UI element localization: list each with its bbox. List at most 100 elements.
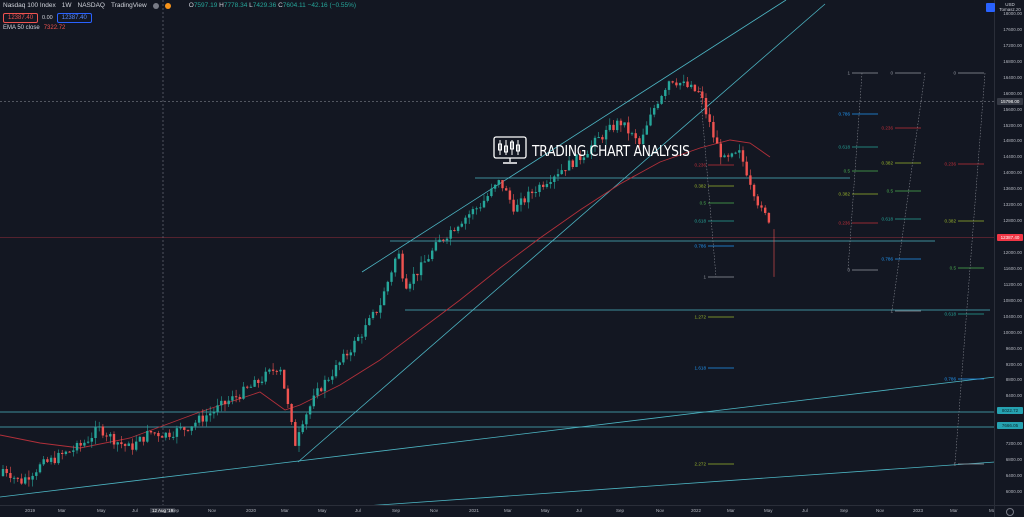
settings-button[interactable] [986, 3, 995, 12]
time-tick: Jul [802, 508, 808, 513]
price-tick: 9200.00 [1005, 361, 1022, 367]
svg-text:0: 0 [890, 71, 893, 76]
price-tick: 8800.00 [1005, 377, 1022, 383]
time-tick: 12 Aug '19 [150, 508, 176, 513]
price-axis[interactable]: USD Tomasz.z0 18000.00 17600.00 17200.00 168… [994, 0, 1024, 506]
time-tick: Mar [281, 508, 289, 513]
time-tick: Sep [171, 508, 180, 513]
interval[interactable]: 1W [61, 2, 72, 9]
time-tick: 2021 [469, 508, 480, 513]
svg-text:0.236: 0.236 [839, 221, 851, 226]
svg-text:0.786: 0.786 [882, 257, 894, 262]
svg-text:0.5: 0.5 [700, 201, 707, 206]
svg-text:0: 0 [847, 268, 850, 273]
price-tick: 10800.00 [1003, 297, 1022, 303]
time-tick: Nov [656, 508, 665, 513]
svg-text:0.236: 0.236 [882, 126, 894, 131]
ohlc-values: O7597.19 H7778.34 L7429.36 C7604.11 −42.… [188, 2, 357, 9]
time-tick: Mar [727, 508, 735, 513]
svg-text:0.236: 0.236 [945, 162, 957, 167]
indicator-name: EMA 50 close [3, 25, 40, 31]
last-price-label: 12387.40 [997, 233, 1023, 241]
candlestick-monitor-icon [493, 136, 527, 164]
indicator-value: 7322.72 [43, 25, 66, 31]
svg-text:1: 1 [703, 275, 706, 280]
symbol-name[interactable]: Nasdaq 100 Index [3, 2, 56, 9]
price-tick: 13200.00 [1003, 202, 1022, 208]
time-tick: Jul [132, 508, 138, 513]
price-tick: 16800.00 [1003, 58, 1022, 64]
time-tick: May [989, 508, 998, 513]
price-tick: 11200.00 [1003, 281, 1022, 287]
watermark: TRADING CHART ANALYSIS [493, 136, 724, 166]
time-tick: Sep [840, 508, 849, 513]
spread-value: 0.00 [42, 15, 53, 21]
price-tick: 10400.00 [1003, 313, 1022, 319]
price-tick: 15600.00 [1003, 106, 1022, 112]
time-tick: Mar [950, 508, 958, 513]
svg-text:0.618: 0.618 [945, 312, 957, 317]
sell-button[interactable]: 12387.40 [3, 13, 39, 23]
time-tick: May [764, 508, 773, 513]
svg-text:0.618: 0.618 [839, 145, 851, 150]
price-tick: 17200.00 [1003, 42, 1022, 48]
price-tick: 16000.00 [1003, 90, 1022, 96]
visibility-icon[interactable] [152, 2, 159, 9]
level-label: 8022.72 [997, 407, 1023, 415]
svg-text:0.382: 0.382 [695, 184, 707, 189]
auto-scale-button[interactable] [994, 505, 1024, 517]
svg-text:0.786: 0.786 [839, 112, 851, 117]
time-tick: 2019 [25, 508, 36, 513]
time-tick: May [318, 508, 327, 513]
svg-text:0.618: 0.618 [882, 217, 894, 222]
time-tick: 2020 [246, 508, 257, 513]
currency-label[interactable]: USD Tomasz.z0 [999, 2, 1021, 12]
price-tick: 6000.00 [1005, 489, 1022, 494]
svg-text:0.786: 0.786 [945, 377, 957, 382]
exchange: NASDAQ [77, 2, 105, 9]
svg-text:1: 1 [890, 309, 893, 314]
price-tick: 15200.00 [1003, 122, 1022, 128]
time-axis[interactable]: 2019 Mar May Jul 12 Aug '19 Sep Nov 2020 Mar May J… [0, 505, 998, 517]
price-tick: 11600.00 [1003, 265, 1022, 271]
price-tick: 17600.00 [1003, 26, 1022, 32]
price-tick: 12800.00 [1003, 218, 1022, 224]
time-tick: Jul [576, 508, 582, 513]
price-tick: 6400.00 [1005, 473, 1022, 479]
time-tick: Sep [616, 508, 625, 513]
time-tick: Nov [876, 508, 885, 513]
svg-text:0.382: 0.382 [839, 192, 851, 197]
price-tick: 12000.00 [1003, 250, 1022, 255]
time-tick: Nov [430, 508, 439, 513]
svg-text:2.272: 2.272 [695, 462, 707, 467]
price-tick: 14000.00 [1003, 170, 1022, 176]
market-status-icon [164, 2, 171, 9]
svg-text:0.5: 0.5 [844, 169, 851, 174]
svg-text:1.618: 1.618 [695, 366, 707, 371]
time-tick: 2022 [691, 508, 702, 513]
price-tick: 16400.00 [1003, 74, 1022, 80]
svg-text:0.236: 0.236 [695, 163, 707, 168]
indicator-legend[interactable]: EMA 50 close 7322.72 [3, 25, 65, 31]
level-label: 7666.05 [997, 421, 1023, 429]
svg-text:0.382: 0.382 [945, 219, 957, 224]
watermark-text: TRADING CHART ANALYSIS [532, 142, 690, 160]
buy-button[interactable]: 12387.40 [56, 13, 92, 23]
price-tick: 14800.00 [1003, 138, 1022, 144]
price-tick: 7200.00 [1005, 441, 1022, 447]
crosshair-price-label: 15798.00 [997, 97, 1023, 105]
trade-buttons: 12387.40 0.00 12387.40 [3, 13, 92, 23]
price-tick: 9600.00 [1005, 345, 1022, 351]
time-tick: May [97, 508, 106, 513]
svg-text:0: 0 [953, 71, 956, 76]
svg-text:0.618: 0.618 [695, 219, 707, 224]
time-tick: Nov [208, 508, 217, 513]
price-tick: 13600.00 [1003, 186, 1022, 192]
svg-text:0.382: 0.382 [882, 161, 894, 166]
svg-text:0.786: 0.786 [695, 244, 707, 249]
price-tick: 18000.00 [1003, 11, 1022, 16]
price-tick: 8400.00 [1005, 393, 1022, 399]
time-tick: 2023 [913, 508, 924, 513]
time-tick: Sep [392, 508, 401, 513]
